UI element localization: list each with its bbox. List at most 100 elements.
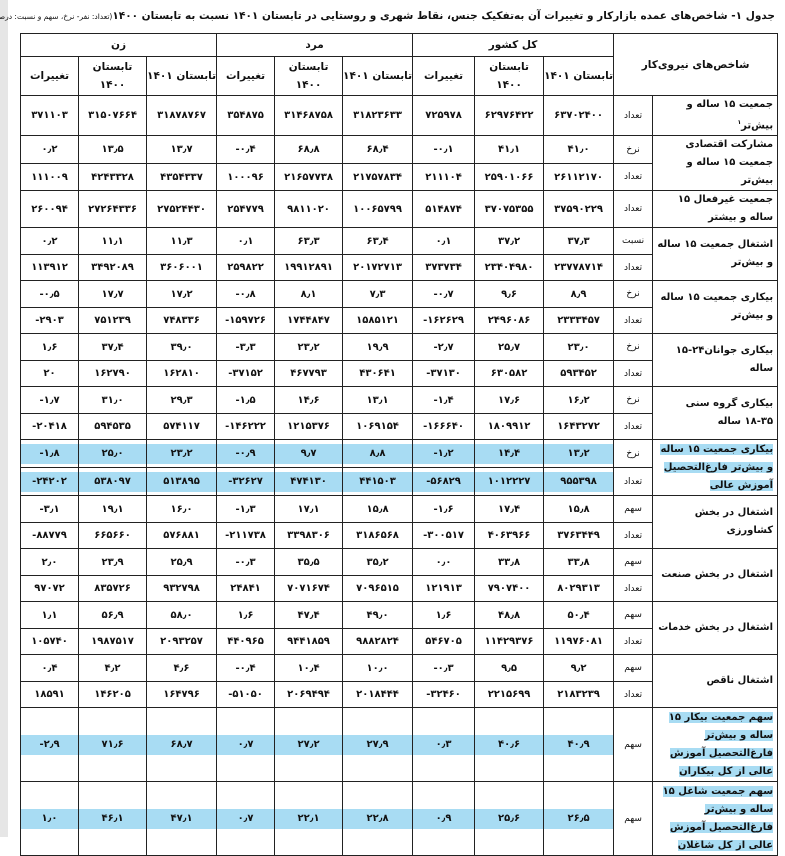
cell-value: -۱٫۴ [433, 394, 454, 406]
cell-value: -۱٫۶ [433, 503, 454, 515]
cell-value: ۷۱٫۶ [79, 734, 147, 755]
value-cell: ۷۲۵۹۷۸ [412, 94, 476, 137]
cell-value: -۱٫۵ [235, 394, 256, 406]
cell-value: ۲۶۰۰۹۴ [31, 203, 68, 215]
value-cell: ۲۲۱۵۶۹۹ [474, 680, 545, 709]
cell-value: ۰٫۱ [237, 235, 254, 247]
value-cell: -۱٫۳ [216, 495, 276, 523]
value-cell: ۲۶۰۰۹۴ [19, 190, 80, 229]
cell-value: ۴۱٫۱ [498, 144, 521, 156]
cell-value: -۲۴۲۰۲ [21, 471, 79, 492]
value-cell: ۴۸٫۸ [474, 601, 545, 629]
value-cell: ۹۸۱۱۰۲۰ [274, 190, 344, 229]
indicator-label: جمعیت غیرفعال ۱۵ ساله و بیشتر [677, 194, 774, 224]
cell-value: -۲٫۹ [21, 734, 79, 755]
cell-value: ۹٫۷ [275, 443, 343, 464]
value-cell: ۹۳۲۷۹۸ [146, 574, 218, 603]
cell-value: -۱٫۳ [235, 503, 256, 515]
value-cell: ۲۳٫۰ [543, 333, 615, 361]
table-row: اشتغال در بخش خدمات سهم ۵۰٫۴ ۴۸٫۸ ۱٫۶ ۴۹٫۰ ۴۷٫… [19, 601, 779, 656]
cell-value: ۹٫۶ [501, 288, 518, 300]
page-margin [0, 0, 8, 837]
value-cell: ۲۵۴۷۷۹ [216, 190, 276, 229]
cell-value: ۵۶٫۹ [101, 609, 124, 621]
measure-type: تعداد [613, 412, 654, 441]
indicator-name: سهم جمعیت بیکار ۱۵ ساله و بیش‌تر فارغ‌ال… [652, 707, 779, 783]
value-cell: ۹۴۴۱۸۵۹ [274, 627, 344, 656]
cell-value: ۶۳۷۰۲۴۰۰ [554, 110, 603, 122]
measure-type: سهم [613, 707, 654, 783]
cell-value: ۹۸۸۲۸۲۴ [356, 636, 399, 648]
value-cell: ۲۴۹۶۰۸۶ [474, 306, 545, 335]
value-cell: ۲۰ [19, 359, 80, 388]
table-units: (تعداد: نفر- نرخ، سهم و نسبت: درصد) [0, 12, 113, 21]
cell-value: ۴۳۰۶۴۱ [359, 368, 396, 380]
cell-value: ۹٫۵ [501, 662, 518, 674]
value-cell: ۸٫۱ [274, 280, 344, 308]
value-cell: ۱۶۴۷۹۶ [146, 680, 218, 709]
value-cell: -۱٫۷ [19, 386, 80, 414]
measure-type: تعداد [613, 467, 654, 497]
cell-value: ۳۱۵۰۷۶۶۴ [88, 110, 137, 122]
measure-type: تعداد [613, 680, 654, 709]
value-cell: ۳۷٫۲ [474, 227, 545, 255]
value-cell: ۲۳۴۰۴۹۸۰ [474, 253, 545, 282]
value-cell: ۱۴٫۴ [474, 439, 545, 469]
cell-value: ۳۱۴۶۸۷۵۸ [284, 110, 333, 122]
table-row: بیکاری گروه سنی ۳۵-۱۸ ساله نرخ ۱۶٫۲ ۱۷٫۶ -۱٫… [19, 386, 779, 441]
cell-value: ۵۹۳۴۵۲ [560, 368, 597, 380]
indicator-name: جمعیت ۱۵ ساله و بیش‌تر۱ [652, 94, 779, 137]
cell-value: ۳۷۰۷۵۳۵۵ [484, 203, 534, 215]
value-cell: ۳۱۴۶۸۷۵۸ [274, 94, 344, 137]
cell-value: ۰٫۲ [41, 144, 58, 156]
value-cell: ۲۷۲۶۴۳۳۶ [78, 190, 148, 229]
cell-value: -۲۹۰۳ [35, 315, 64, 327]
value-cell: ۳۴۹۲۰۸۹ [78, 253, 148, 282]
value-cell: ۶۸٫۴ [342, 135, 414, 164]
cell-value: -۲۱۱۷۳۸ [225, 530, 266, 542]
value-cell: ۳۱٫۰ [78, 386, 148, 414]
table-row: سهم جمعیت شاغل ۱۵ ساله و بیش‌تر فارغ‌الت… [19, 781, 779, 856]
cell-value: ۳۷٫۴ [101, 341, 124, 353]
subcol-header-male-0: تابستان ۱۴۰۱ [342, 56, 414, 96]
value-cell: ۱۷٫۶ [474, 386, 545, 414]
cell-value: ۴٫۲ [104, 662, 121, 674]
value-cell: ۱۱۴۲۹۳۷۶ [474, 627, 545, 656]
cell-value: ۳۴۹۲۰۸۹ [91, 262, 134, 274]
footnote-marker: ۱ [737, 119, 742, 126]
cell-value: -۳۲۶۲۷ [217, 471, 275, 492]
cell-value: ۲۱۶۵۷۷۳۸ [284, 171, 333, 183]
cell-value: ۲۱۷۵۷۸۳۴ [353, 171, 402, 183]
cell-value: ۱٫۶ [41, 341, 58, 353]
value-cell: ۱۳٫۵ [78, 135, 148, 164]
cell-value: ۲۵۹۸۲۲ [227, 262, 264, 274]
value-cell: ۰٫۰ [412, 548, 476, 576]
table-row: تعداد ۸۰۲۹۳۱۳ ۷۹۰۷۴۰۰ ۱۲۱۹۱۳ ۷۰۹۶۵۱۵ ۷۰۷۱۶۷۴ ۲… [19, 574, 778, 603]
value-cell: ۴۰۶۳۹۶۶ [474, 521, 545, 550]
table-row: تعداد ۳۷۶۳۴۴۹ ۴۰۶۳۹۶۶ -۳۰۰۵۱۷ ۳۱۸۶۵۶۸ ۳۳۹۸۳۰۶… [19, 521, 778, 550]
value-cell: -۰٫۵ [19, 280, 80, 308]
value-cell: ۳۷٫۴ [78, 333, 148, 361]
cell-value: ۰٫۱ [435, 235, 452, 247]
value-cell: ۳۵٫۲ [342, 548, 414, 576]
cell-value: ۴۸٫۸ [498, 609, 521, 621]
indicator-label: سهم جمعیت بیکار ۱۵ ساله و بیش‌تر فارغ‌ال… [668, 711, 774, 777]
value-cell: ۳۳٫۸ [543, 548, 615, 576]
measure-type: تعداد [613, 359, 654, 388]
value-cell: -۱۶۶۶۴۰ [412, 412, 476, 441]
measure-type: سهم [613, 548, 654, 576]
cell-value: ۱٫۶ [435, 609, 452, 621]
measure-type: نرخ [613, 135, 654, 164]
value-cell: ۶۶۵۶۶۰ [78, 521, 148, 550]
indicator-name: اشتغال در بخش کشاورزی [652, 495, 779, 550]
value-cell: ۷۹۰۷۴۰۰ [474, 574, 545, 603]
cell-value: ۵۷۴۱۱۷ [163, 421, 200, 433]
value-cell: ۲۵٫۷ [474, 333, 545, 361]
cell-value: ۰٫۹ [413, 808, 475, 829]
cell-value: ۷۹۰۷۴۰۰ [487, 583, 531, 595]
cell-value: ۴۴۱۵۰۳ [343, 471, 413, 492]
value-cell: ۴۱٫۰ [543, 135, 615, 164]
subcol-header-total-1: تابستان ۱۴۰۰ [474, 56, 545, 96]
value-cell: ۱۷٫۲ [146, 280, 218, 308]
value-cell: ۱۸۰۹۹۱۲ [474, 412, 545, 441]
